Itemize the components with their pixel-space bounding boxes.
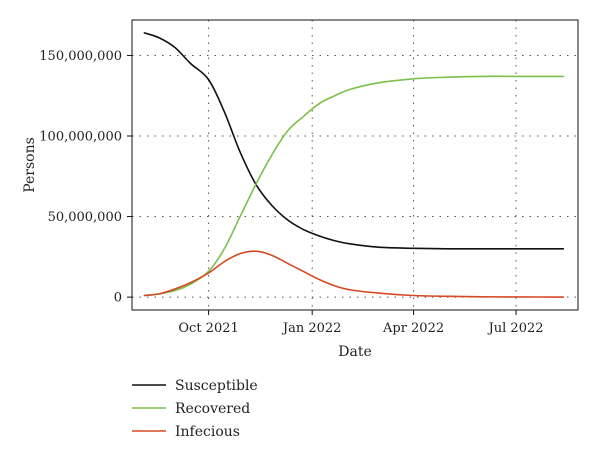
legend-label: Susceptible — [175, 378, 258, 394]
x-tick-label: Jul 2022 — [487, 321, 544, 336]
legend-label: Recovered — [175, 401, 250, 417]
legend-item-infecious: Infecious — [132, 424, 240, 440]
y-axis-title: Persons — [22, 137, 38, 193]
series-line-susceptible — [143, 32, 565, 250]
legend-label: Infecious — [175, 424, 240, 440]
y-tick-label: 100,000,000 — [39, 130, 122, 145]
x-tick-label: Oct 2021 — [178, 321, 238, 336]
series-line-recovered — [143, 75, 565, 297]
y-tick-label: 150,000,000 — [39, 49, 122, 64]
series-lines — [143, 32, 565, 298]
legend-item-recovered: Recovered — [132, 401, 250, 417]
x-tick-label: Jan 2022 — [281, 321, 342, 336]
x-tick-label: Apr 2022 — [382, 321, 444, 336]
legend: Susceptible Recovered Infecious — [132, 378, 258, 440]
y-tick-label: 50,000,000 — [48, 210, 122, 225]
axis-ticks: 0 50,000,000 100,000,000 150,000,000 Oct 202… — [39, 49, 543, 336]
grid — [132, 20, 578, 310]
plot-frame — [131, 19, 579, 311]
series-line-infecious — [143, 250, 565, 298]
legend-item-susceptible: Susceptible — [132, 378, 258, 394]
x-axis-title: Date — [338, 344, 371, 360]
y-tick-label: 0 — [114, 291, 122, 306]
